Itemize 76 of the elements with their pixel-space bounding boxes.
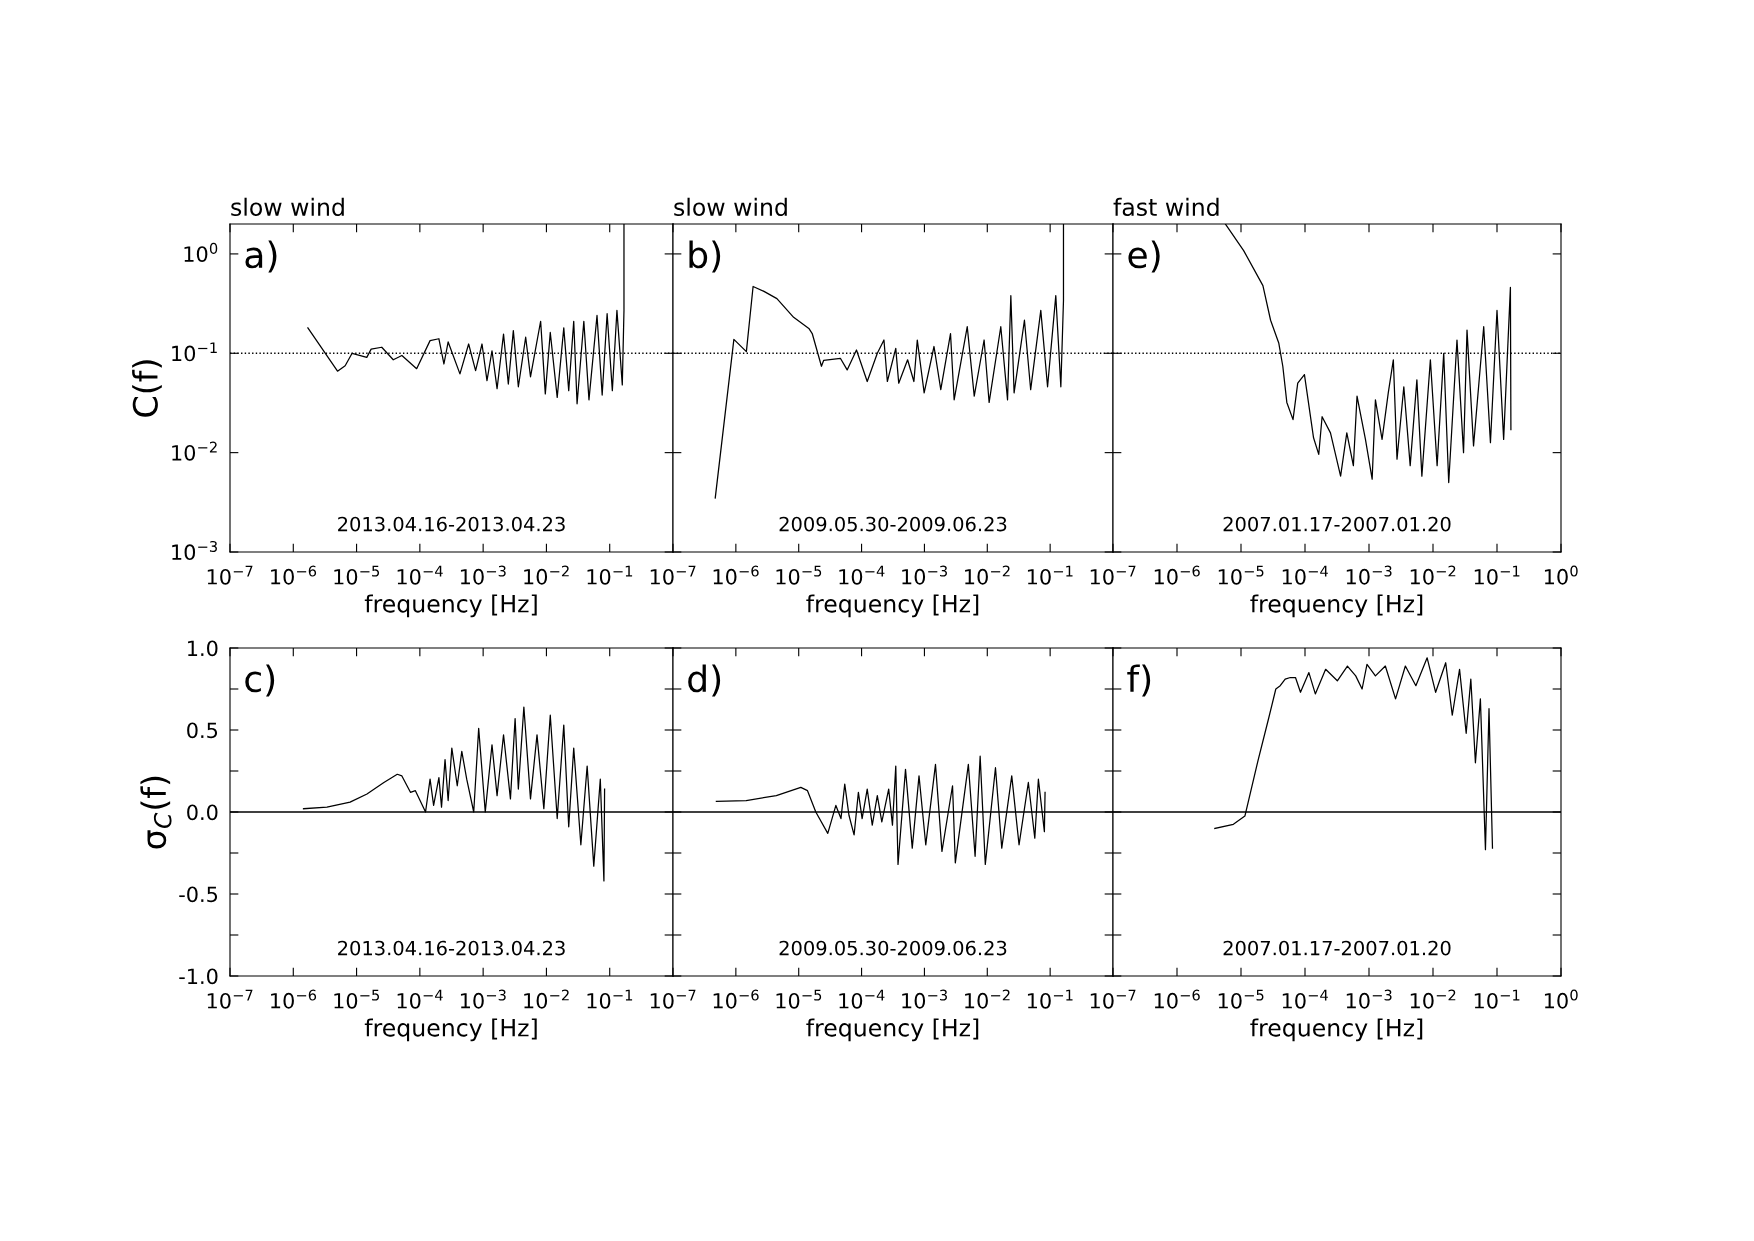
x-tick-label: 10$^{−5}$ xyxy=(776,565,822,585)
x-tick-label: 10$^{−4}$ xyxy=(839,565,885,585)
y-tick-label: 10$^{0}$ xyxy=(184,242,218,262)
y-tick-label: 10$^{−3}$ xyxy=(172,540,217,561)
x-tick-label: 10$^{−2}$ xyxy=(524,989,569,1009)
annotation: 2013.04.16-2013.04.23 xyxy=(338,516,565,532)
x-tick-label: 10$^{−1}$ xyxy=(587,989,633,1009)
annotation: 2009.05.30-2009.06.23 xyxy=(779,940,1007,956)
y-tick-label: -0.5 xyxy=(179,886,218,903)
annotation: 2009.05.30-2009.06.23 xyxy=(779,516,1007,532)
annotation: b) xyxy=(689,240,721,273)
x-tick-label: 10$^{−5}$ xyxy=(334,989,380,1009)
annotation: 2007.01.17-2007.01.20 xyxy=(1223,516,1451,532)
x-tick-label: 10$^{−6}$ xyxy=(271,989,317,1009)
x-tick-label: 10$^{−2}$ xyxy=(965,989,1010,1009)
x-tick-label: 10$^{−4}$ xyxy=(1282,565,1328,585)
x-tick-label: 10$^{−1}$ xyxy=(1474,565,1520,585)
annotation: 2007.01.17-2007.01.20 xyxy=(1223,940,1451,956)
x-tick-label: 10$^{−6}$ xyxy=(1154,989,1200,1009)
annotation: a) xyxy=(245,240,277,273)
x-tick-label: 10$^{−3}$ xyxy=(1346,989,1392,1009)
x-tick-label: 10$^{−5}$ xyxy=(1218,565,1264,585)
x-tick-label: 10$^{−2}$ xyxy=(965,565,1010,585)
x-axis-title: frequency [Hz] xyxy=(1250,594,1423,618)
x-axis-title: frequency [Hz] xyxy=(364,594,537,618)
y-tick-label: 10$^{−2}$ xyxy=(172,441,217,461)
x-tick-label: 10$^{−2}$ xyxy=(524,565,569,585)
x-tick-label: 10$^{−4}$ xyxy=(839,989,885,1009)
y-axis-title: C(f) xyxy=(132,360,162,417)
x-tick-label: 10$^{−3}$ xyxy=(902,565,947,585)
x-tick-label: 10$^{−6}$ xyxy=(1154,565,1200,585)
annotation: c) xyxy=(245,664,275,697)
x-tick-label: 10$^{0}$ xyxy=(1544,989,1578,1009)
x-tick-label: 10$^{−4}$ xyxy=(1282,989,1328,1009)
x-tick-label: 10$^{−7}$ xyxy=(1090,989,1136,1009)
x-tick-label: 10$^{−7}$ xyxy=(207,989,253,1009)
x-axis-title: frequency [Hz] xyxy=(806,1018,979,1042)
x-tick-label: 10$^{−4}$ xyxy=(397,565,443,585)
chart-title: slow wind xyxy=(674,197,787,216)
x-tick-label: 10$^{−5}$ xyxy=(334,565,380,585)
annotation: 2013.04.16-2013.04.23 xyxy=(338,940,565,956)
y-axis-title: σ$_{C}$(f) xyxy=(140,776,172,849)
chart-title: fast wind xyxy=(1113,197,1219,216)
x-tick-label: 10$^{−5}$ xyxy=(776,989,822,1009)
y-tick-label: 10$^{−1}$ xyxy=(172,342,217,362)
y-tick-label: 0.5 xyxy=(187,722,218,739)
annotation: f) xyxy=(1127,664,1151,697)
y-tick-label: 0.0 xyxy=(187,804,218,821)
x-tick-label: 10$^{−4}$ xyxy=(397,989,443,1009)
x-tick-label: 10$^{−7}$ xyxy=(650,565,696,585)
x-tick-label: 10$^{−3}$ xyxy=(460,989,506,1009)
x-tick-label: 10$^{−7}$ xyxy=(207,565,253,585)
x-tick-label: 10$^{0}$ xyxy=(1544,565,1578,585)
x-axis-title: frequency [Hz] xyxy=(806,594,979,618)
x-tick-label: 10$^{−2}$ xyxy=(1410,565,1456,585)
chart-title: slow wind xyxy=(231,197,344,216)
x-axis-title: frequency [Hz] xyxy=(1250,1018,1423,1042)
x-tick-label: 10$^{−3}$ xyxy=(1346,565,1392,585)
annotation: d) xyxy=(688,664,721,697)
annotation: e) xyxy=(1128,240,1160,273)
x-tick-label: 10$^{−3}$ xyxy=(902,989,947,1009)
x-tick-label: 10$^{−6}$ xyxy=(271,565,317,585)
x-tick-label: 10$^{−5}$ xyxy=(1218,989,1264,1009)
y-tick-label: 1.0 xyxy=(188,640,218,657)
x-axis-title: frequency [Hz] xyxy=(364,1018,537,1042)
x-tick-label: 10$^{−6}$ xyxy=(713,565,759,585)
y-tick-label: -1.0 xyxy=(179,968,218,985)
x-tick-label: 10$^{−2}$ xyxy=(1410,989,1456,1009)
x-tick-label: 10$^{−7}$ xyxy=(1090,565,1136,585)
x-tick-label: 10$^{−1}$ xyxy=(1027,565,1073,585)
x-tick-label: 10$^{−1}$ xyxy=(1474,989,1520,1009)
x-tick-label: 10$^{−1}$ xyxy=(587,565,633,585)
x-tick-label: 10$^{−3}$ xyxy=(460,565,506,585)
x-tick-label: 10$^{−7}$ xyxy=(650,989,696,1009)
x-tick-label: 10$^{−6}$ xyxy=(713,989,759,1009)
x-tick-label: 10$^{−1}$ xyxy=(1027,989,1073,1009)
